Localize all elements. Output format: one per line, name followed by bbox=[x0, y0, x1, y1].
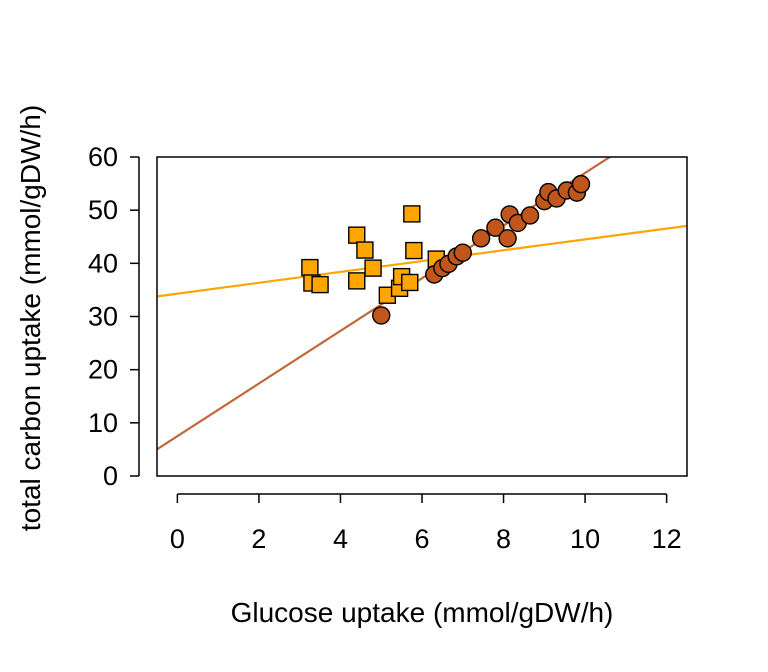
circle-point bbox=[498, 229, 517, 248]
square-point bbox=[401, 273, 419, 292]
x-tick-label: 0 bbox=[170, 524, 185, 554]
y-tick-label: 40 bbox=[88, 248, 118, 278]
square-point bbox=[348, 272, 366, 290]
circle-point bbox=[471, 229, 491, 248]
circle-point bbox=[520, 206, 540, 225]
x-tick-label: 8 bbox=[496, 524, 511, 554]
fit-line-squares bbox=[157, 224, 687, 298]
y-tick-label: 0 bbox=[103, 461, 118, 491]
plot-layer bbox=[157, 157, 687, 451]
square-point bbox=[405, 241, 423, 260]
y-tick-label: 20 bbox=[88, 355, 118, 385]
x-tick-label: 12 bbox=[652, 524, 682, 554]
x-tick-label: 4 bbox=[333, 524, 348, 554]
square-point bbox=[364, 259, 382, 277]
circle-point bbox=[453, 243, 472, 262]
x-tick-label: 10 bbox=[570, 524, 600, 554]
y-tick-label: 50 bbox=[88, 195, 118, 225]
circle-point bbox=[571, 174, 591, 194]
x-axis-label: Glucose uptake (mmol/gDW/h) bbox=[231, 597, 614, 628]
square-point bbox=[356, 241, 374, 259]
square-point bbox=[403, 205, 421, 223]
x-tick-label: 2 bbox=[251, 524, 266, 554]
fit-line-circles bbox=[157, 157, 612, 451]
y-tick-label: 30 bbox=[88, 302, 118, 332]
y-tick-label: 60 bbox=[88, 142, 118, 172]
circle-point bbox=[372, 306, 391, 325]
x-tick-label: 6 bbox=[414, 524, 429, 554]
y-axis-label: total carbon uptake (mmol/gDW/h) bbox=[15, 105, 46, 531]
plot-frame bbox=[156, 156, 688, 477]
square-point bbox=[311, 275, 329, 294]
axis-layer: 0 2 4 6 8 10 12 0 10 20 30 40 50 60 bbox=[88, 142, 688, 554]
square-point bbox=[301, 258, 319, 277]
y-tick-label: 10 bbox=[88, 408, 118, 438]
circle-point bbox=[486, 218, 505, 237]
square-point bbox=[348, 226, 366, 244]
